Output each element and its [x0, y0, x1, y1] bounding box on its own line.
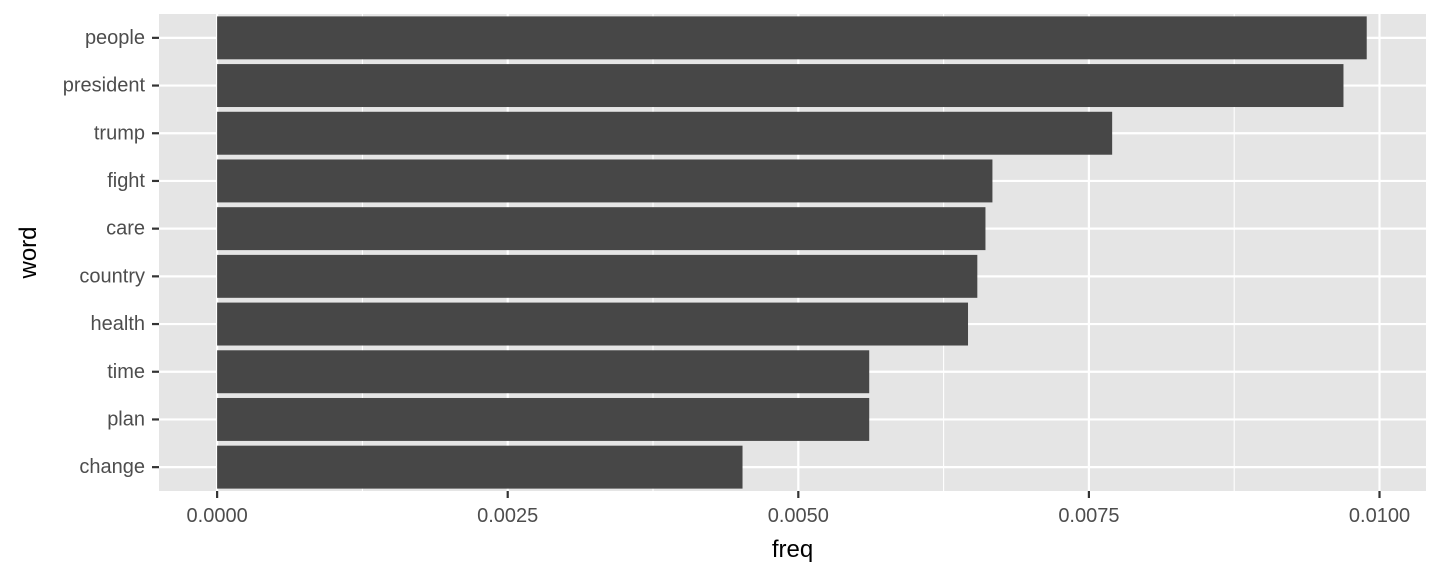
bar-time — [217, 350, 870, 394]
y-tick-label: plan — [107, 408, 145, 430]
bar-change — [217, 445, 743, 489]
bar-fight — [217, 159, 993, 203]
x-axis-title: freq — [772, 536, 813, 563]
y-axis: people president trump fight care country heal… — [63, 27, 159, 478]
y-tick-label: change — [79, 456, 145, 478]
bar-trump — [217, 111, 1113, 155]
y-tick-label: trump — [94, 122, 145, 144]
x-axis: 0.0000 0.0025 0.0050 0.0075 0.0100 — [187, 491, 1410, 527]
y-axis-title: word — [15, 226, 42, 279]
y-tick-label: people — [85, 27, 145, 49]
bar-country — [217, 254, 978, 298]
y-tick-label: fight — [107, 170, 145, 192]
y-tick-label: health — [91, 313, 146, 335]
y-tick-label: country — [79, 265, 145, 287]
x-tick-label: 0.0100 — [1349, 505, 1410, 527]
bar-health — [217, 302, 969, 346]
y-tick-label: care — [106, 218, 145, 240]
bar-people — [217, 16, 1367, 60]
x-tick-label: 0.0000 — [187, 505, 248, 527]
x-tick-label: 0.0025 — [477, 505, 538, 527]
y-tick-label: time — [107, 361, 145, 383]
x-tick-label: 0.0050 — [768, 505, 829, 527]
bars — [217, 16, 1367, 489]
bar-plan — [217, 397, 870, 441]
y-tick-label: president — [63, 75, 146, 97]
x-tick-label: 0.0075 — [1058, 505, 1119, 527]
bar-care — [217, 207, 986, 251]
bar-president — [217, 64, 1344, 108]
